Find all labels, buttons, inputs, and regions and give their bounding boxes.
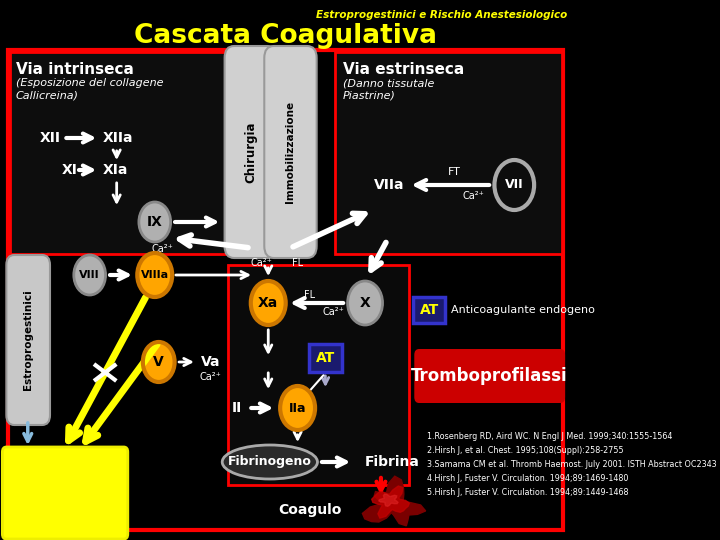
- Bar: [8, 50, 564, 530]
- Text: Xa: Xa: [258, 296, 279, 310]
- Text: Via estrinseca: Via estrinseca: [343, 62, 464, 77]
- Text: V: V: [153, 355, 164, 369]
- Text: II: II: [231, 401, 242, 415]
- Text: Ca²⁺: Ca²⁺: [323, 307, 344, 317]
- Text: XI: XI: [62, 163, 78, 177]
- Text: (Esposizione del collagene: (Esposizione del collagene: [16, 78, 163, 88]
- FancyBboxPatch shape: [414, 349, 565, 403]
- Text: Pr C: Pr C: [30, 474, 63, 488]
- Text: Estroprogestinici e Rischio Anestesiologico: Estroprogestinici e Rischio Anestesiolog…: [316, 10, 567, 20]
- Text: 5.Hirsh J, Fuster V. Circulation. 1994;89:1449-1468: 5.Hirsh J, Fuster V. Circulation. 1994;8…: [427, 488, 629, 497]
- Text: Fibrinogeno: Fibrinogeno: [228, 456, 312, 469]
- Text: IX: IX: [147, 215, 163, 229]
- Text: Estroprogestinici: Estroprogestinici: [23, 289, 33, 390]
- Text: VIII: VIII: [79, 270, 100, 280]
- Text: Cascata Coagulativa: Cascata Coagulativa: [134, 23, 437, 49]
- Text: XIIa: XIIa: [103, 131, 134, 145]
- Circle shape: [280, 386, 315, 430]
- Text: Callicreina): Callicreina): [16, 91, 79, 101]
- Text: FL: FL: [304, 290, 315, 300]
- Text: XIa: XIa: [103, 163, 129, 177]
- Text: Immobilizzazione: Immobilizzazione: [285, 101, 295, 203]
- Text: IXa: IXa: [236, 215, 262, 229]
- FancyBboxPatch shape: [6, 255, 50, 425]
- Circle shape: [251, 281, 286, 325]
- Text: FT: FT: [448, 167, 460, 177]
- Text: Ca²⁺: Ca²⁺: [199, 372, 221, 382]
- FancyBboxPatch shape: [413, 297, 445, 323]
- Text: Coagulo: Coagulo: [278, 503, 341, 517]
- Polygon shape: [362, 476, 426, 526]
- Bar: [228, 265, 409, 485]
- Text: AT: AT: [316, 351, 335, 365]
- Text: IIa: IIa: [289, 402, 307, 415]
- Text: Via intrinseca: Via intrinseca: [16, 62, 134, 77]
- Text: 2.Hirsh J, et al. Chest. 1995;108(Suppl):258-2755: 2.Hirsh J, et al. Chest. 1995;108(Suppl)…: [427, 446, 624, 455]
- Text: VIIa: VIIa: [374, 178, 404, 192]
- FancyBboxPatch shape: [264, 46, 317, 258]
- Polygon shape: [372, 486, 410, 518]
- Text: Pr S: Pr S: [30, 459, 62, 473]
- Text: endogeni: endogeni: [37, 504, 93, 517]
- Text: Tromboprofilassi: Tromboprofilassi: [411, 367, 568, 385]
- Text: Piastrine): Piastrine): [343, 91, 396, 101]
- Text: FL: FL: [292, 258, 303, 268]
- Text: Ca²⁺: Ca²⁺: [462, 191, 484, 201]
- Text: Va: Va: [201, 355, 220, 369]
- Text: Ca²⁺: Ca²⁺: [251, 258, 273, 268]
- FancyBboxPatch shape: [2, 447, 127, 539]
- FancyBboxPatch shape: [309, 344, 342, 372]
- Circle shape: [74, 255, 106, 295]
- Bar: [335, 52, 562, 254]
- Text: XII: XII: [40, 131, 60, 145]
- Text: Chirurgia: Chirurgia: [244, 122, 257, 183]
- Text: Anticoagulanti: Anticoagulanti: [22, 491, 108, 504]
- Text: VII: VII: [505, 179, 523, 192]
- Text: (Danno tissutale: (Danno tissutale: [343, 78, 434, 88]
- Circle shape: [139, 202, 171, 242]
- Text: Fibrina: Fibrina: [365, 455, 420, 469]
- Polygon shape: [379, 494, 398, 507]
- Text: Ca²⁺: Ca²⁺: [152, 244, 174, 254]
- Text: X: X: [360, 296, 371, 310]
- Text: VIIIa: VIIIa: [140, 270, 168, 280]
- Text: 1.Rosenberg RD, Aird WC. N Engl J Med. 1999;340:1555-1564: 1.Rosenberg RD, Aird WC. N Engl J Med. 1…: [427, 432, 672, 441]
- Circle shape: [143, 342, 175, 382]
- Circle shape: [348, 281, 382, 325]
- Text: 3.Samama CM et al. Thromb Haemost. July 2001. ISTH Abstract OC2343: 3.Samama CM et al. Thromb Haemost. July …: [427, 460, 716, 469]
- Text: AT: AT: [420, 303, 439, 317]
- Ellipse shape: [222, 445, 318, 479]
- FancyBboxPatch shape: [225, 46, 277, 258]
- Bar: [9, 52, 230, 254]
- Circle shape: [138, 253, 172, 297]
- Text: 4.Hirsh J, Fuster V. Circulation. 1994;89:1469-1480: 4.Hirsh J, Fuster V. Circulation. 1994;8…: [427, 474, 629, 483]
- Text: Anticoagulante endogeno: Anticoagulante endogeno: [451, 305, 595, 315]
